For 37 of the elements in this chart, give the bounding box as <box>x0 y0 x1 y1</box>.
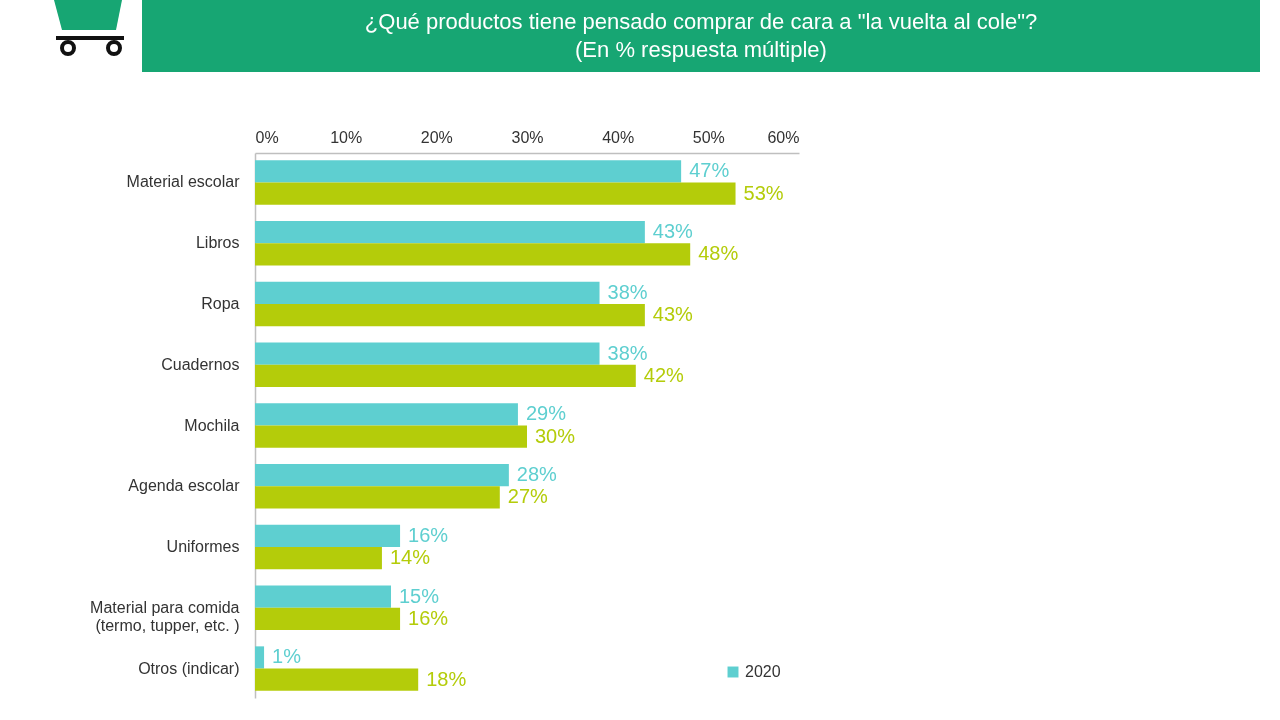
data-label: 16% <box>408 606 449 629</box>
y-tick-label: Material escolar <box>126 173 241 191</box>
y-tick-label: Agenda escolar <box>128 477 241 495</box>
y-tick-label: Uniformes <box>166 538 240 556</box>
y-tick-label: Otros (indicar) <box>138 659 240 677</box>
data-label: 27% <box>507 485 549 508</box>
data-label: 43% <box>652 303 694 326</box>
x-tick-label: 60% <box>767 128 800 146</box>
data-label: 14% <box>389 546 431 569</box>
x-tick-label: 0% <box>255 128 279 146</box>
data-label: 47% <box>689 159 730 182</box>
chart-subtitle: (En % respuesta múltiple) <box>574 36 828 64</box>
data-label: 42% <box>643 363 685 386</box>
data-label: 16% <box>408 523 449 546</box>
data-label: 1% <box>272 645 302 668</box>
y-tick-label: Mochila <box>184 416 240 434</box>
data-label: 38% <box>607 280 648 303</box>
data-label: 29% <box>525 402 567 425</box>
x-tick-label: 50% <box>692 128 725 146</box>
y-tick-label: Ropa <box>201 294 240 312</box>
data-label: 30% <box>535 424 576 447</box>
data-label: 28% <box>516 463 558 486</box>
y-tick-label: Libros <box>195 234 240 252</box>
data-label: 18% <box>426 667 467 690</box>
data-label: 43% <box>652 220 694 243</box>
data-label: 53% <box>743 181 784 204</box>
y-tick-label: Material para comida (termo, tupper, etc. ) <box>90 598 240 634</box>
data-label: 48% <box>698 242 739 265</box>
legend-label: 2020 <box>745 663 781 680</box>
x-tick-label: 30% <box>511 128 544 146</box>
x-tick-label: 40% <box>602 128 635 146</box>
x-tick-label: 20% <box>420 128 453 146</box>
data-label: 15% <box>399 584 440 607</box>
x-tick-label: 10% <box>330 128 363 146</box>
chart-title: ¿Qué productos tiene pensado comprar de cara a "la vuelta al cole"? <box>363 8 1039 36</box>
y-tick-label: Cuadernos <box>161 355 240 373</box>
data-label: 38% <box>607 341 648 364</box>
